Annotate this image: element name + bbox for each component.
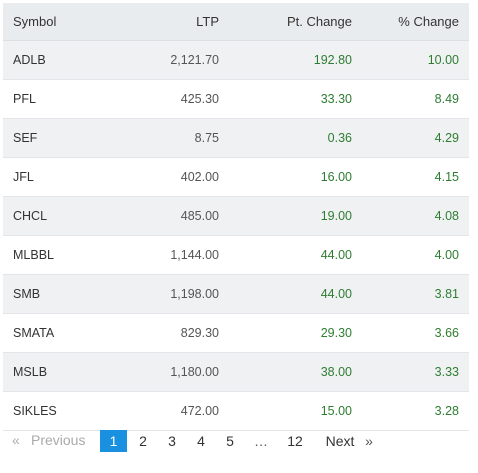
pct-change-cell: 3.28 — [434, 403, 459, 418]
table-header: Symbol LTP Pt. Change % Change — [3, 3, 469, 41]
next-arrow-icon: » — [365, 433, 373, 449]
table-row[interactable]: CHCL 485.00 19.00 4.08 — [3, 196, 469, 235]
table-row[interactable]: SEF 8.75 0.36 4.29 — [3, 118, 469, 157]
ltp-cell: 2,121.70 — [170, 52, 219, 67]
pct-change-cell: 4.15 — [434, 169, 459, 184]
pct-change-cell: 4.00 — [434, 247, 459, 262]
ltp-cell: 472.00 — [180, 403, 219, 418]
page-link-3[interactable]: 3 — [168, 433, 176, 449]
table-row[interactable]: MSLB 1,180.00 38.00 3.33 — [3, 352, 469, 391]
table-row[interactable]: ADLB 2,121.70 192.80 10.00 — [3, 40, 469, 79]
ltp-cell: 1,144.00 — [170, 247, 219, 262]
pct-change-cell: 3.66 — [434, 325, 459, 340]
symbol-cell[interactable]: ADLB — [13, 52, 46, 67]
ltp-cell: 425.30 — [180, 91, 219, 106]
table-row[interactable]: SMB 1,198.00 44.00 3.81 — [3, 274, 469, 313]
pagination-ellipsis: … — [254, 433, 268, 449]
symbol-cell[interactable]: MLBBL — [13, 247, 54, 262]
ltp-cell: 1,180.00 — [170, 364, 219, 379]
table-row[interactable]: MLBBL 1,144.00 44.00 4.00 — [3, 235, 469, 274]
symbol-cell[interactable]: PFL — [13, 91, 36, 106]
table-row[interactable]: PFL 425.30 33.30 8.49 — [3, 79, 469, 118]
header-row: Symbol LTP Pt. Change % Change — [3, 3, 469, 41]
symbol-cell[interactable]: JFL — [13, 169, 34, 184]
pct-change-cell: 8.49 — [434, 91, 459, 106]
next-page-link[interactable]: Next — [325, 433, 355, 449]
header-pct-change[interactable]: % Change — [362, 3, 469, 41]
table-row[interactable]: JFL 402.00 16.00 4.15 — [3, 157, 469, 196]
symbol-cell[interactable]: CHCL — [13, 208, 48, 223]
pt-change-cell: 0.36 — [327, 130, 352, 145]
ltp-cell: 402.00 — [180, 169, 219, 184]
page-link-12[interactable]: 12 — [287, 433, 303, 449]
symbol-cell[interactable]: SMATA — [13, 325, 55, 340]
symbol-cell[interactable]: MSLB — [13, 364, 48, 379]
symbol-cell[interactable]: SEF — [13, 130, 38, 145]
ltp-cell: 485.00 — [180, 208, 219, 223]
symbol-cell[interactable]: SMB — [13, 286, 41, 301]
pct-change-cell: 10.00 — [427, 52, 459, 67]
ltp-cell: 1,198.00 — [170, 286, 219, 301]
page-link-5[interactable]: 5 — [226, 433, 234, 449]
header-symbol[interactable]: Symbol — [3, 3, 123, 41]
ltp-cell: 829.30 — [180, 325, 219, 340]
pt-change-cell: 19.00 — [320, 208, 352, 223]
pct-change-cell: 4.29 — [434, 130, 459, 145]
gainers-table: Symbol LTP Pt. Change % Change ADLB 2,121… — [3, 3, 469, 431]
pct-change-cell: 4.08 — [434, 208, 459, 223]
pt-change-cell: 44.00 — [320, 286, 352, 301]
ltp-cell: 8.75 — [194, 130, 219, 145]
header-ltp[interactable]: LTP — [123, 3, 229, 41]
previous-page-link[interactable]: Previous — [31, 432, 86, 448]
pt-change-cell: 15.00 — [320, 403, 352, 418]
pt-change-cell: 192.80 — [313, 52, 352, 67]
header-pt-change[interactable]: Pt. Change — [229, 3, 362, 41]
pt-change-cell: 38.00 — [320, 364, 352, 379]
page-link-2[interactable]: 2 — [139, 433, 147, 449]
gainers-table-container: Symbol LTP Pt. Change % Change ADLB 2,121… — [3, 3, 469, 431]
pt-change-cell: 33.30 — [320, 91, 352, 106]
page-link-4[interactable]: 4 — [197, 433, 205, 449]
page-link-1[interactable]: 1 — [100, 430, 127, 452]
pct-change-cell: 3.33 — [434, 364, 459, 379]
pct-change-cell: 3.81 — [434, 286, 459, 301]
previous-arrow-icon: « — [12, 432, 20, 448]
pt-change-cell: 29.30 — [320, 325, 352, 340]
table-body: ADLB 2,121.70 192.80 10.00 PFL 425.30 33.30 8.4… — [3, 40, 469, 430]
table-row[interactable]: SIKLES 472.00 15.00 3.28 — [3, 391, 469, 430]
table-row[interactable]: SMATA 829.30 29.30 3.66 — [3, 313, 469, 352]
pt-change-cell: 16.00 — [320, 169, 352, 184]
symbol-cell[interactable]: SIKLES — [13, 403, 57, 418]
pt-change-cell: 44.00 — [320, 247, 352, 262]
